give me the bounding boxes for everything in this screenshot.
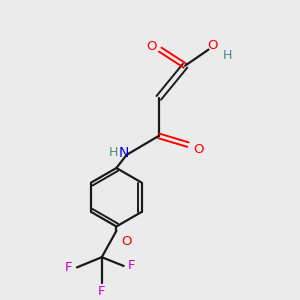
Text: F: F <box>65 261 73 274</box>
Text: N: N <box>118 146 129 160</box>
Text: F: F <box>98 285 106 298</box>
Text: O: O <box>146 40 157 53</box>
Text: F: F <box>128 260 136 272</box>
Text: O: O <box>208 39 218 52</box>
Text: O: O <box>122 236 132 248</box>
Text: O: O <box>193 142 203 155</box>
Text: H: H <box>109 146 118 159</box>
Text: H: H <box>223 49 232 62</box>
